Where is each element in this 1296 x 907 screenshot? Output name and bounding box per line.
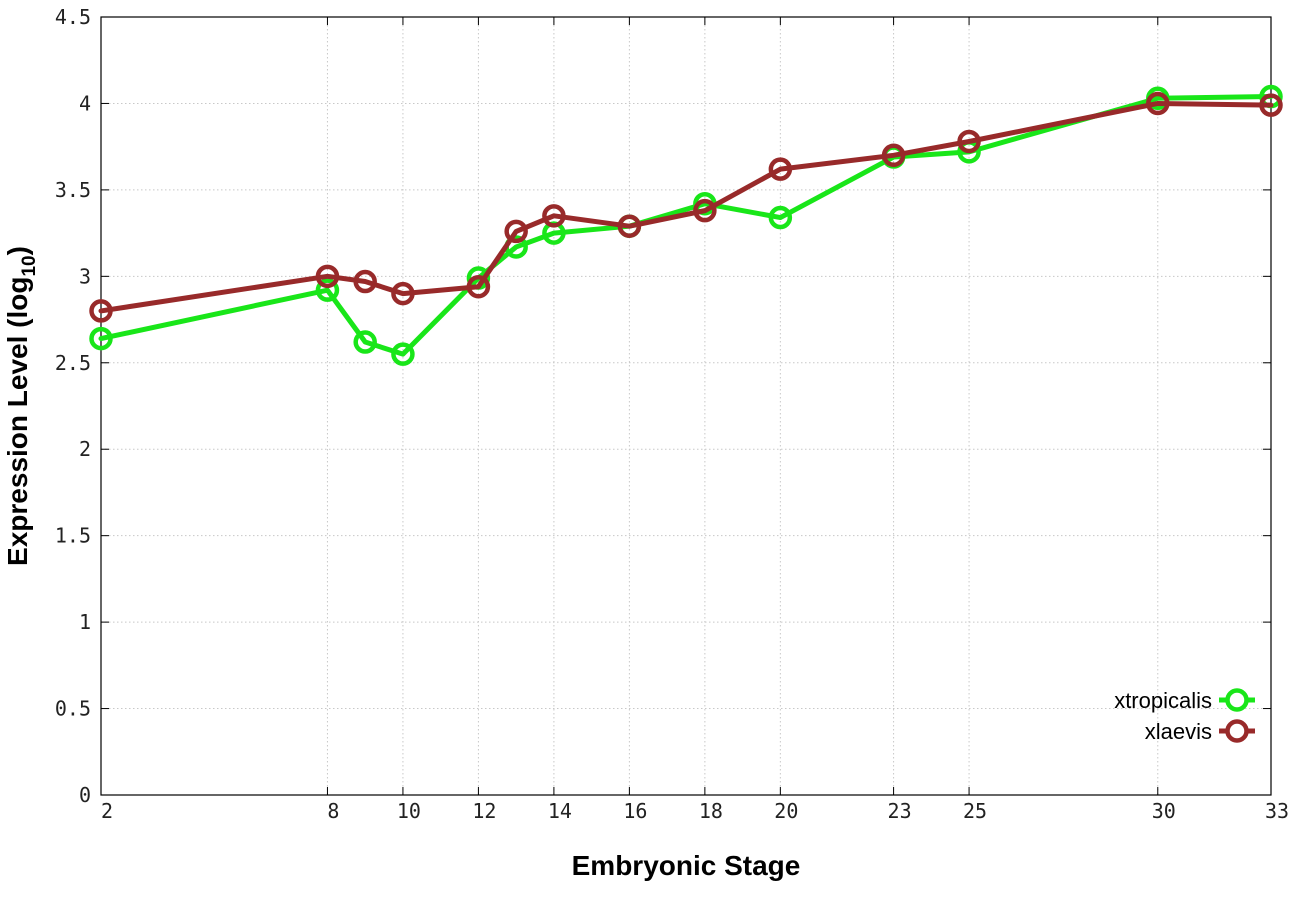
y-tick-label: 2 [79, 437, 91, 461]
y-tick-label: 2.5 [55, 351, 91, 375]
data-point-xtropicalis [391, 342, 415, 366]
data-point-xlaevis [768, 157, 793, 181]
x-tick-label: 20 [774, 799, 798, 823]
x-tick-label: 23 [888, 799, 912, 823]
x-tick-label: 8 [327, 799, 339, 823]
y-axis-title-main: Expression Level (log [2, 277, 33, 566]
data-point-xtropicalis [768, 205, 793, 230]
x-tick-label: 18 [699, 799, 723, 823]
series-line-xlaevis [98, 100, 1274, 314]
x-tick-label: 12 [472, 799, 496, 823]
y-tick-label: 4.5 [55, 5, 91, 29]
x-tick-label: 10 [397, 799, 421, 823]
data-point-xlaevis [315, 264, 340, 289]
legend-label-xlaevis: xlaevis [1145, 719, 1212, 744]
legend-marker-xtropicalis [1225, 688, 1249, 712]
y-tick-label: 0.5 [55, 697, 91, 721]
y-tick-label: 3 [79, 264, 91, 288]
x-tick-label: 30 [1152, 799, 1176, 823]
x-tick-label: 16 [623, 799, 647, 823]
data-point-xlaevis [957, 129, 981, 154]
data-point-xtropicalis [315, 278, 340, 302]
data-point-xlaevis [504, 219, 528, 244]
grid-lines [101, 17, 1271, 795]
y-axis-title-close: ) [2, 246, 33, 255]
x-tick-label: 14 [548, 799, 572, 823]
data-point-xlaevis [617, 214, 642, 238]
y-axis-title: Expression Level (log10) [2, 246, 40, 566]
data-point-xlaevis [466, 274, 491, 299]
x-axis-title: Embryonic Stage [572, 850, 801, 881]
series-line-xtropicalis [98, 94, 1274, 357]
data-point-xtropicalis [353, 330, 377, 354]
plot-frame [100, 16, 1272, 796]
x-tick-label: 25 [963, 799, 987, 823]
series-group [89, 84, 1283, 366]
tick-labels: 0 0.5 1 1.5 2 2.5 3 3.5 4 4.5 2 8 10 12 14 16 18 20 23 25 30… [55, 5, 1289, 823]
data-point-xlaevis [391, 281, 415, 306]
y-axis-title-subscript: 10 [19, 255, 40, 276]
data-point-xlaevis [542, 204, 566, 228]
legend: xtropicalis xlaevis [1114, 688, 1255, 744]
data-point-xtropicalis [89, 326, 113, 351]
data-point-xlaevis [89, 299, 113, 323]
y-tick-label: 3.5 [55, 178, 91, 202]
y-tick-label: 0 [79, 783, 91, 807]
y-tick-label: 1.5 [55, 524, 91, 548]
data-point-xlaevis [881, 143, 906, 168]
y-tick-label: 1 [79, 610, 91, 634]
data-point-xlaevis [1146, 91, 1170, 116]
data-point-xlaevis [353, 269, 377, 294]
y-tick-label: 4 [79, 91, 91, 115]
legend-label-xtropicalis: xtropicalis [1114, 688, 1212, 713]
series-xlaevis [89, 91, 1283, 323]
data-point-xlaevis [1259, 93, 1283, 117]
data-point-xlaevis [693, 198, 717, 223]
x-tick-label: 2 [101, 799, 113, 823]
axes [100, 16, 1272, 796]
x-tick-label: 33 [1265, 799, 1289, 823]
series-xtropicalis [89, 84, 1283, 366]
legend-marker-xlaevis [1225, 719, 1249, 743]
